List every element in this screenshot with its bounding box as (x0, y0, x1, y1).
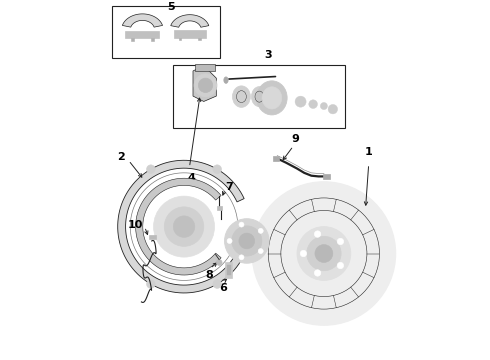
Bar (112, 6, 220, 58)
Bar (225, 262, 232, 278)
Polygon shape (195, 64, 215, 71)
Circle shape (227, 238, 232, 243)
Circle shape (239, 255, 244, 260)
Circle shape (164, 207, 204, 246)
Text: 7: 7 (225, 182, 233, 192)
Circle shape (337, 262, 343, 269)
Circle shape (328, 104, 338, 114)
Bar (273, 156, 279, 161)
Ellipse shape (224, 77, 228, 84)
Circle shape (252, 182, 395, 325)
Polygon shape (122, 14, 163, 27)
Bar (173, 31, 206, 38)
Circle shape (213, 280, 221, 288)
Bar (198, 38, 201, 40)
Circle shape (239, 233, 255, 249)
Circle shape (318, 100, 330, 112)
Circle shape (309, 100, 318, 108)
Bar (323, 174, 330, 179)
Text: 5: 5 (168, 3, 175, 13)
Circle shape (305, 96, 321, 112)
Bar (131, 39, 134, 41)
Text: 4: 4 (187, 173, 195, 183)
Circle shape (173, 216, 195, 237)
Bar (227, 265, 231, 275)
Bar (149, 235, 156, 239)
Circle shape (153, 196, 215, 257)
Bar (125, 31, 159, 39)
Text: 9: 9 (291, 134, 299, 144)
Polygon shape (136, 178, 221, 275)
Bar (179, 38, 181, 40)
Text: 2: 2 (117, 152, 125, 162)
Circle shape (337, 238, 343, 245)
Circle shape (324, 100, 342, 118)
Text: 1: 1 (365, 147, 372, 157)
Circle shape (258, 248, 263, 253)
Bar (151, 39, 154, 41)
Ellipse shape (262, 87, 282, 109)
Circle shape (216, 260, 222, 265)
Circle shape (315, 231, 321, 237)
Ellipse shape (251, 87, 267, 107)
Circle shape (258, 228, 263, 233)
Circle shape (315, 270, 321, 276)
Circle shape (194, 74, 217, 97)
Circle shape (232, 226, 262, 256)
Circle shape (224, 219, 269, 263)
Text: 3: 3 (265, 50, 272, 60)
Bar (218, 206, 222, 211)
Polygon shape (118, 160, 244, 293)
Circle shape (147, 165, 155, 174)
Circle shape (297, 226, 351, 280)
Circle shape (198, 78, 213, 93)
Circle shape (320, 103, 327, 109)
Circle shape (307, 236, 341, 271)
Bar (173, 65, 345, 128)
Circle shape (291, 91, 311, 112)
Circle shape (213, 165, 221, 174)
Circle shape (147, 280, 155, 288)
Polygon shape (171, 15, 209, 27)
Circle shape (295, 96, 306, 107)
Text: 10: 10 (127, 220, 143, 230)
Text: 8: 8 (205, 270, 213, 280)
Text: 6: 6 (220, 283, 227, 293)
Ellipse shape (232, 86, 250, 107)
Circle shape (239, 222, 244, 227)
Circle shape (300, 250, 307, 257)
Ellipse shape (257, 81, 287, 115)
Circle shape (315, 244, 333, 262)
Polygon shape (193, 67, 216, 102)
